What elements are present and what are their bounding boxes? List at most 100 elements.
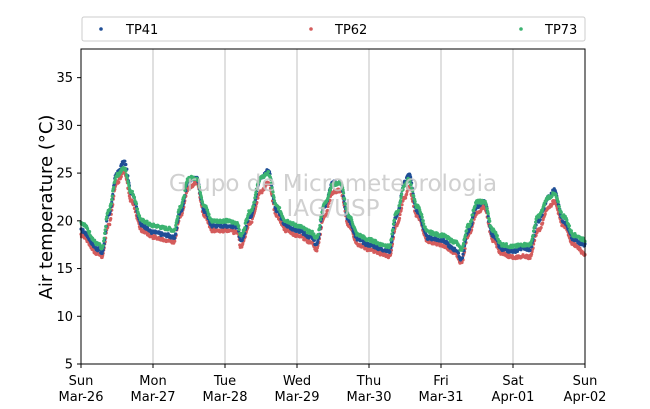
data-point xyxy=(391,222,396,226)
data-point xyxy=(255,187,259,191)
data-point xyxy=(108,223,112,227)
data-point xyxy=(175,217,179,221)
data-point xyxy=(124,162,128,167)
data-point xyxy=(277,206,282,210)
data-point xyxy=(180,200,184,205)
data-point xyxy=(420,213,424,217)
data-point xyxy=(341,188,345,192)
x-axis: SunMar-26MonMar-27TueMar-28WedMar-29ThuM… xyxy=(59,364,606,405)
data-point xyxy=(182,194,186,198)
x-tick-label-date: Mar-28 xyxy=(203,390,248,405)
y-tick-label: 30 xyxy=(56,119,73,134)
y-tick-label: 5 xyxy=(65,358,73,373)
data-point xyxy=(422,222,426,226)
data-point xyxy=(272,199,277,203)
x-tick-label-day: Sun xyxy=(69,374,94,389)
data-point xyxy=(403,196,408,200)
data-point xyxy=(173,236,177,240)
data-point xyxy=(413,199,417,204)
series-tp73 xyxy=(79,165,587,252)
y-tick-label: 25 xyxy=(56,167,73,182)
data-point xyxy=(173,239,177,243)
data-point xyxy=(81,227,85,232)
data-point xyxy=(326,194,331,198)
data-point xyxy=(252,200,256,204)
plot-frame xyxy=(80,48,586,365)
data-point xyxy=(173,227,177,231)
data-point xyxy=(183,188,187,192)
data-point xyxy=(253,193,257,197)
x-tick-label-date: Mar-27 xyxy=(131,390,176,405)
data-point xyxy=(176,214,180,219)
data-point xyxy=(316,232,320,237)
data-point xyxy=(565,218,569,222)
data-point xyxy=(396,208,401,212)
y-axis: 5 10 15 20 25 30 35 xyxy=(56,71,81,373)
data-point xyxy=(325,208,330,213)
legend-marker-tp41 xyxy=(99,27,103,31)
data-point xyxy=(531,233,535,238)
legend-marker-tp62 xyxy=(309,27,313,31)
data-point xyxy=(135,207,140,211)
data-point xyxy=(123,166,127,171)
data-point xyxy=(528,256,532,260)
data-point xyxy=(269,177,273,182)
data-point xyxy=(132,196,137,200)
data-point xyxy=(460,248,464,252)
x-tick-label-day: Mon xyxy=(139,374,166,389)
data-point xyxy=(420,215,424,220)
data-point xyxy=(250,220,254,224)
data-point xyxy=(124,169,128,173)
x-tick-label-day: Sat xyxy=(502,374,523,389)
data-point xyxy=(345,207,349,211)
data-point xyxy=(253,196,257,200)
data-point xyxy=(397,204,402,208)
legend-label-tp62: TP62 xyxy=(334,23,367,38)
data-point xyxy=(460,256,465,260)
x-tick-label-day: Sun xyxy=(573,374,598,389)
x-tick-label-day: Wed xyxy=(283,374,311,389)
watermark-line-1: Grupo de Micrometeorologia xyxy=(169,171,497,197)
data-point xyxy=(470,218,474,222)
data-point xyxy=(541,221,545,225)
legend-marker-tp73 xyxy=(519,27,523,31)
data-point xyxy=(567,224,571,228)
data-point xyxy=(119,174,123,179)
data-point xyxy=(461,241,466,246)
data-point xyxy=(539,225,543,230)
data-point xyxy=(467,227,472,231)
data-point xyxy=(104,224,108,229)
data-point xyxy=(487,217,491,221)
data-point xyxy=(254,190,258,195)
data-point xyxy=(315,249,319,253)
data-point xyxy=(411,189,415,193)
data-point xyxy=(534,220,538,224)
data-point xyxy=(390,234,395,238)
data-point xyxy=(401,188,405,192)
data-point xyxy=(197,185,202,189)
data-point xyxy=(397,216,402,220)
data-point xyxy=(272,195,276,200)
data-point xyxy=(98,243,102,247)
x-tick-label-day: Tue xyxy=(213,374,236,389)
data-point xyxy=(389,237,394,241)
data-point xyxy=(110,198,114,202)
data-point xyxy=(529,252,534,256)
data-point xyxy=(101,244,105,248)
data-point xyxy=(460,260,464,265)
legend-label-tp41: TP41 xyxy=(125,23,158,38)
data-point xyxy=(388,250,392,254)
data-point xyxy=(533,223,537,228)
gridlines xyxy=(152,49,514,364)
data-point xyxy=(404,192,409,196)
y-axis-label: Air temperature (°C) xyxy=(36,115,57,300)
data-point xyxy=(392,218,397,222)
y-tick-label: 35 xyxy=(56,71,73,86)
data-point xyxy=(121,162,125,166)
data-point xyxy=(529,245,534,249)
data-point xyxy=(315,241,319,245)
data-point xyxy=(342,197,347,201)
data-point xyxy=(569,229,573,233)
watermark-line-2: IAG/USP xyxy=(287,196,380,222)
